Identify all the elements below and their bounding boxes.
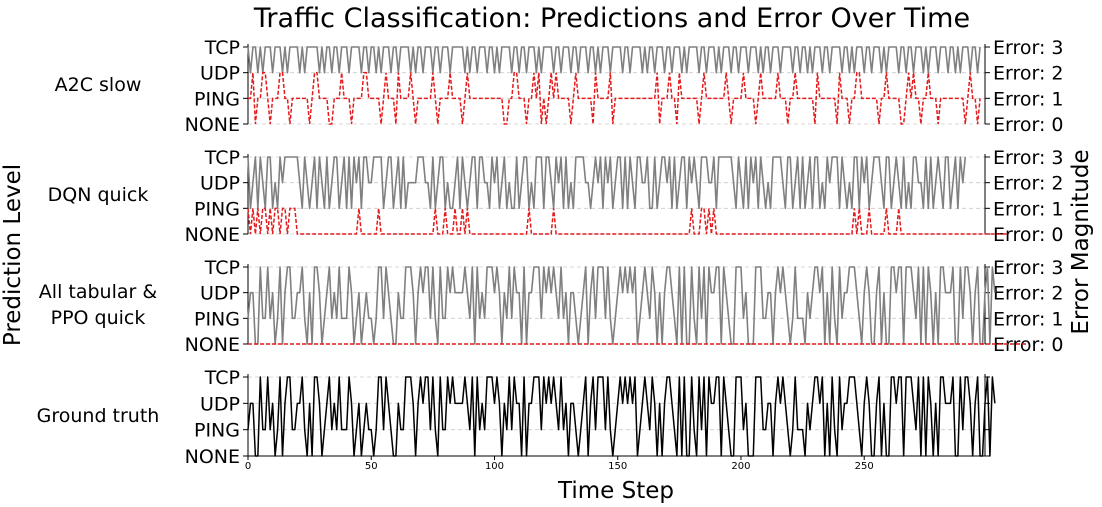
y-tick-label: TCP [204, 37, 240, 59]
y-axis-label-left: Prediction Level [0, 164, 26, 346]
panel-label: PPO quick [51, 307, 146, 329]
panel-0: NONE PING UDP TCP Error: 0 Error: 1 Error: 2 Er… [55, 37, 1064, 136]
prediction-line [247, 156, 967, 210]
y-tick-label: PING [194, 88, 240, 110]
error-tick-label: Error: 3 [993, 257, 1064, 279]
panels-group: NONE PING UDP TCP Error: 0 Error: 1 Error: 2 Er… [37, 37, 1064, 468]
y-tick-label: TCP [204, 257, 240, 279]
error-tick-label: Error: 2 [993, 173, 1064, 195]
x-axis-label: Time Step [557, 478, 674, 504]
panel-label: A2C slow [55, 74, 142, 96]
error-tick-label: Error: 3 [993, 37, 1064, 59]
prediction-line [247, 46, 981, 74]
y-tick-label: UDP [200, 63, 240, 85]
panel-3: NONE PING UDP TCP Ground truth [37, 367, 996, 468]
x-ticks-group: 0 50 100 150 200 250 [245, 456, 874, 472]
y-tick-label: TCP [204, 147, 240, 169]
y-tick-label: UDP [200, 283, 240, 305]
y-tick-label: NONE [185, 224, 240, 246]
error-tick-label: Error: 2 [993, 63, 1064, 85]
x-tick-label: 100 [485, 461, 504, 472]
error-tick-label: Error: 2 [993, 283, 1064, 305]
panel-label: Ground truth [37, 405, 160, 427]
y-tick-label: PING [194, 308, 240, 330]
prediction-line [247, 266, 996, 345]
x-tick-label: 150 [608, 461, 627, 472]
y-tick-label: TCP [204, 367, 240, 389]
y-tick-label: UDP [200, 393, 240, 415]
x-tick-label: 250 [855, 461, 874, 472]
panel-label: All tabular & [39, 281, 158, 303]
x-tick-label: 200 [731, 461, 750, 472]
panel-2: NONE PING UDP TCP Error: 0 Error: 1 Error: 2 Er… [39, 257, 1064, 356]
chart-title: Traffic Classification: Predictions and … [253, 3, 970, 34]
error-tick-label: Error: 0 [993, 114, 1064, 136]
x-tick-label: 0 [245, 461, 251, 472]
y-tick-label: NONE [185, 334, 240, 356]
error-tick-label: Error: 0 [993, 334, 1064, 356]
error-line [247, 207, 1008, 235]
y-tick-label: NONE [185, 446, 240, 468]
y-tick-label: UDP [200, 173, 240, 195]
y-tick-label: PING [194, 420, 240, 442]
y-tick-label: PING [194, 198, 240, 220]
panel-label: DQN quick [48, 184, 149, 206]
y-tick-label: NONE [185, 114, 240, 136]
error-tick-label: Error: 1 [993, 308, 1064, 330]
y-axis-label-right: Error Magnitude [1068, 149, 1094, 334]
error-tick-label: Error: 1 [993, 198, 1064, 220]
error-tick-label: Error: 1 [993, 88, 1064, 110]
error-line [248, 71, 981, 125]
error-tick-label: Error: 0 [993, 224, 1064, 246]
panel-1: NONE PING UDP TCP Error: 0 Error: 1 Error: 2 Er… [48, 147, 1064, 246]
ground-truth-line [247, 376, 996, 457]
error-tick-label: Error: 3 [993, 147, 1064, 169]
x-tick-label: 50 [365, 461, 378, 472]
